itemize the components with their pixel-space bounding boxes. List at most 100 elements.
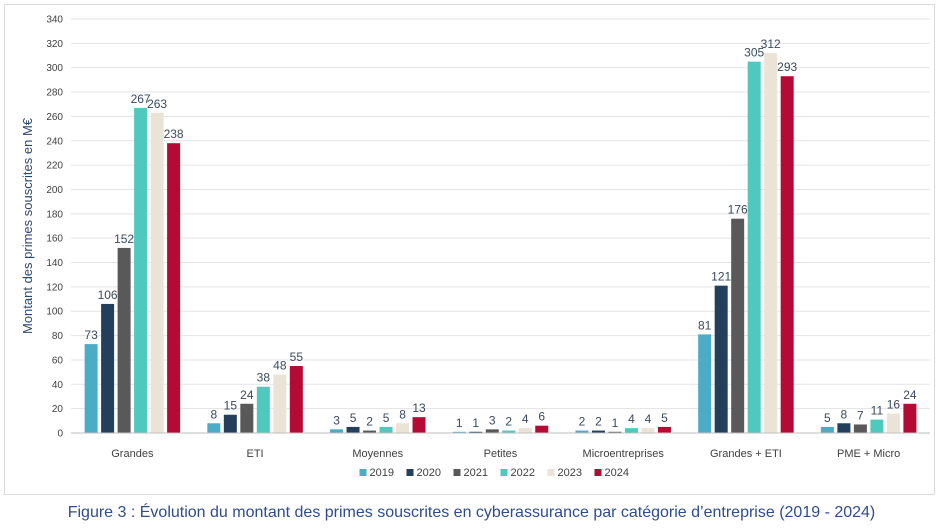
legend-swatch-2021 — [453, 469, 461, 476]
category-label: Microentreprises — [583, 448, 665, 460]
legend-label-2022: 2022 — [511, 467, 535, 479]
bar-2024 — [780, 76, 794, 434]
data-label: 1 — [612, 416, 619, 430]
data-label: 8 — [210, 407, 217, 421]
y-tick-label: 140 — [46, 258, 63, 269]
bar-2020 — [591, 430, 605, 433]
legend-swatch-2024 — [594, 469, 602, 476]
bar-2023 — [273, 374, 287, 433]
bar-2021 — [485, 429, 499, 433]
data-label: 4 — [645, 412, 652, 426]
data-label: 5 — [383, 411, 390, 425]
gridlines — [71, 18, 930, 410]
data-label: 1 — [456, 416, 463, 430]
bar-2022 — [747, 61, 761, 433]
category-label: Grandes — [111, 448, 154, 460]
data-label: 8 — [841, 407, 848, 421]
legend-swatch-2019 — [359, 469, 367, 476]
y-tick-label: 240 — [46, 136, 63, 147]
y-tick-label: 180 — [46, 209, 63, 220]
data-label: 263 — [147, 97, 167, 111]
data-label: 38 — [257, 371, 271, 385]
data-label: 73 — [84, 328, 98, 342]
data-label: 48 — [273, 359, 287, 373]
data-label: 106 — [98, 288, 118, 302]
bar-2022 — [870, 419, 884, 433]
bar-2019 — [575, 430, 589, 433]
y-tick-label: 320 — [46, 39, 63, 50]
bar-2021 — [240, 403, 254, 433]
data-label: 238 — [164, 127, 184, 141]
legend-label-2024: 2024 — [605, 467, 629, 479]
data-label: 24 — [903, 388, 917, 402]
data-label: 4 — [628, 412, 635, 426]
legend-label-2021: 2021 — [464, 467, 488, 479]
bar-2021 — [363, 430, 377, 433]
data-label: 267 — [131, 92, 151, 106]
bar-2020 — [469, 431, 483, 433]
x-axis-categories: Grandes ETI Moyennes Petites Microentreprise… — [111, 448, 900, 460]
bar-2019 — [330, 429, 344, 433]
data-label: 1 — [472, 416, 479, 430]
data-label: 16 — [887, 398, 901, 412]
bar-2023 — [641, 428, 655, 433]
bar-2024 — [903, 403, 917, 433]
data-label: 2 — [579, 415, 586, 429]
bar-2021 — [608, 431, 622, 433]
data-label: 312 — [761, 37, 781, 51]
bar-2023 — [396, 423, 410, 433]
y-tick-label: 200 — [46, 185, 63, 196]
data-label: 4 — [522, 412, 529, 426]
legend-swatch-2022 — [500, 469, 508, 476]
data-label: 293 — [777, 60, 797, 74]
y-tick-label: 280 — [46, 88, 63, 99]
bar-2024 — [412, 417, 426, 433]
bar-2024 — [535, 425, 549, 433]
bar-2022 — [256, 386, 270, 433]
y-axis-ticks: 0 20 40 60 80 100 120 140 160 180 200 220 240 260 280 3… — [46, 15, 63, 440]
legend-label-2023: 2023 — [558, 467, 582, 479]
bar-2023 — [886, 413, 900, 433]
bars — [84, 53, 917, 434]
data-label: 81 — [698, 318, 712, 332]
data-label: 24 — [240, 388, 254, 402]
data-label: 305 — [744, 46, 764, 60]
legend-swatch-2023 — [547, 469, 555, 476]
bar-2022 — [502, 430, 516, 433]
y-tick-label: 60 — [52, 355, 64, 366]
y-tick-label: 300 — [46, 63, 63, 74]
y-axis-label: Montant des primes souscrites en M€ — [20, 117, 35, 334]
category-label: Petites — [484, 448, 518, 460]
bar-2020 — [101, 303, 115, 433]
data-label: 55 — [290, 350, 304, 364]
bar-2020 — [837, 423, 851, 433]
bar-2020 — [223, 414, 237, 433]
y-tick-label: 260 — [46, 112, 63, 123]
bar-2021 — [853, 424, 867, 433]
bar-2019 — [207, 423, 221, 433]
bar-2023 — [518, 428, 532, 433]
data-label: 11 — [871, 404, 884, 418]
chart-frame: 0 20 40 60 80 100 120 140 160 180 200 220 240 260 280 3… — [4, 4, 935, 495]
bar-2019 — [820, 426, 834, 433]
bar-2021 — [117, 247, 131, 433]
data-label: 5 — [661, 411, 668, 425]
data-label: 5 — [350, 411, 357, 425]
bar-2019 — [698, 334, 712, 433]
data-label: 5 — [824, 411, 831, 425]
data-label: 3 — [489, 413, 496, 427]
bar-2020 — [714, 285, 728, 433]
y-tick-label: 100 — [46, 307, 63, 318]
data-label: 176 — [728, 203, 748, 217]
y-tick-label: 20 — [52, 404, 64, 415]
legend-label-2020: 2020 — [417, 467, 441, 479]
bar-2024 — [167, 143, 181, 433]
bar-2021 — [731, 218, 745, 433]
y-tick-label: 120 — [46, 282, 63, 293]
y-tick-label: 160 — [46, 234, 63, 245]
data-label: 15 — [224, 399, 238, 413]
data-label: 6 — [538, 410, 545, 424]
y-tick-label: 220 — [46, 161, 63, 172]
data-label: 3 — [333, 413, 340, 427]
